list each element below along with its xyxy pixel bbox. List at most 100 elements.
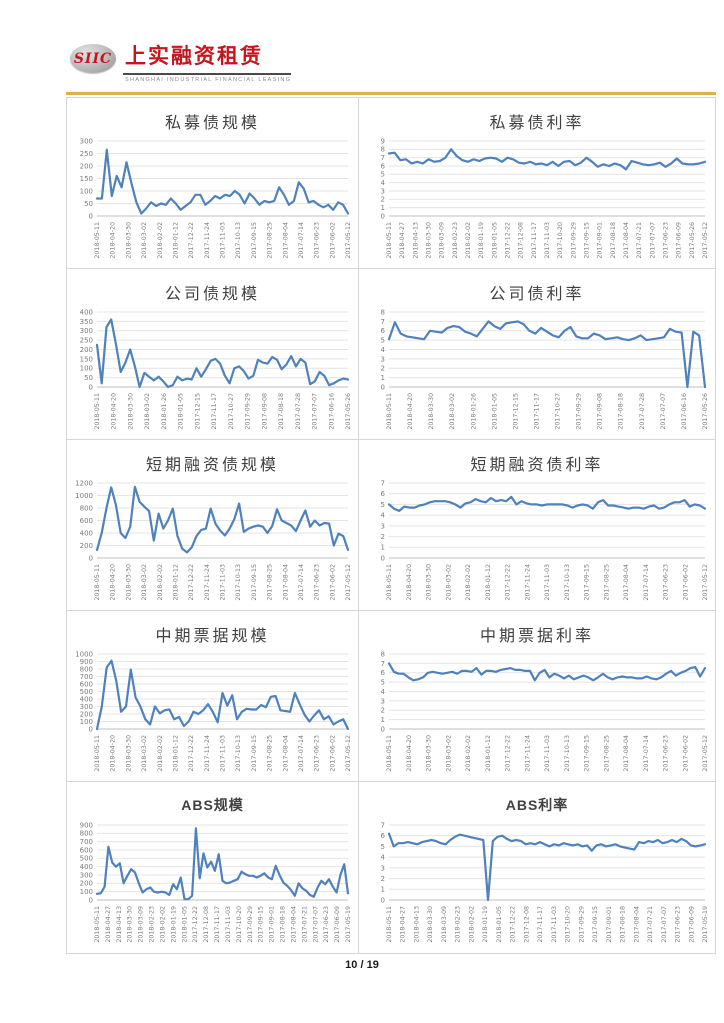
chart-title: 短期融资债规模 — [145, 455, 279, 474]
svg-text:2017-09-08: 2017-09-08 — [261, 393, 268, 430]
svg-text:2018-04-20: 2018-04-20 — [111, 393, 118, 430]
svg-text:2018-05-11: 2018-05-11 — [94, 393, 101, 430]
svg-text:2017-11-24: 2017-11-24 — [204, 222, 211, 259]
chart-title: 私募债规模 — [164, 113, 260, 132]
chart-abs-scale: ABS规模 0 100 200 300 400 500 600 700 800 900 2018-0… — [67, 782, 359, 953]
svg-text:2018-01-26: 2018-01-26 — [470, 393, 477, 430]
svg-text:2017-08-25: 2017-08-25 — [603, 564, 610, 601]
svg-text:2018-01-12: 2018-01-12 — [172, 735, 179, 772]
svg-text:2017-11-17: 2017-11-17 — [537, 906, 544, 943]
svg-text:1000: 1000 — [75, 492, 93, 500]
svg-text:2017-06-23: 2017-06-23 — [663, 564, 670, 601]
svg-text:0: 0 — [89, 383, 93, 391]
svg-text:1: 1 — [381, 374, 385, 382]
svg-text:2018-03-02: 2018-03-02 — [449, 393, 456, 430]
svg-text:2017-09-15: 2017-09-15 — [251, 222, 258, 259]
svg-text:500: 500 — [80, 688, 93, 696]
svg-text:2017-05-12: 2017-05-12 — [702, 564, 709, 601]
svg-text:2018-04-20: 2018-04-20 — [110, 735, 117, 772]
svg-text:2017-10-13: 2017-10-13 — [235, 222, 242, 259]
svg-text:2017-11-03: 2017-11-03 — [544, 564, 551, 601]
svg-text:2018-05-11: 2018-05-11 — [386, 222, 393, 259]
svg-text:0: 0 — [381, 212, 385, 220]
svg-text:2018-03-30: 2018-03-30 — [125, 735, 132, 772]
svg-text:2017-08-04: 2017-08-04 — [290, 906, 297, 943]
svg-text:2017-10-20: 2017-10-20 — [557, 222, 564, 259]
svg-text:2017-12-15: 2017-12-15 — [512, 393, 519, 430]
chart-corporate-bond-scale: 公司债规模 0 50 100 150 200 250 300 350 400 2018-05-11… — [67, 269, 359, 440]
svg-text:2017-06-02: 2017-06-02 — [329, 735, 336, 772]
svg-text:2017-05-12: 2017-05-12 — [702, 222, 709, 259]
chart-corporate-bond-rate: 公司债利率 0 1 2 3 4 5 6 7 8 2018-05-11 2018-04-20 2018-… — [359, 269, 715, 440]
svg-text:2018-03-30: 2018-03-30 — [125, 222, 132, 259]
svg-text:2018-03-30: 2018-03-30 — [127, 393, 134, 430]
svg-text:2017-08-04: 2017-08-04 — [282, 735, 289, 772]
svg-text:2017-11-17: 2017-11-17 — [533, 393, 540, 430]
svg-text:2018-04-20: 2018-04-20 — [110, 564, 117, 601]
svg-text:2017-09-29: 2017-09-29 — [576, 393, 583, 430]
svg-text:2017-09-29: 2017-09-29 — [245, 393, 252, 430]
svg-text:1200: 1200 — [75, 479, 93, 487]
svg-text:2017-12-22: 2017-12-22 — [505, 735, 512, 772]
page-header: SIIC 上实融资租赁 SHANGHAI INDUSTRIAL FINANCIA… — [0, 0, 724, 83]
svg-text:2018-03-30: 2018-03-30 — [428, 393, 435, 430]
svg-text:2017-06-23: 2017-06-23 — [314, 735, 321, 772]
svg-text:2017-11-17: 2017-11-17 — [214, 906, 221, 943]
svg-text:2017-09-01: 2017-09-01 — [606, 906, 613, 943]
svg-text:2017-08-04: 2017-08-04 — [282, 564, 289, 601]
svg-text:2018-04-27: 2018-04-27 — [399, 222, 406, 259]
svg-text:2017-11-03: 2017-11-03 — [551, 906, 558, 943]
line-chart-short-term-bond-rate: 0 1 2 3 4 5 6 7 2018-05-11 2018-04-20 2018-03-30 20… — [381, 479, 709, 601]
svg-text:6: 6 — [381, 162, 386, 170]
svg-text:2017-11-24: 2017-11-24 — [524, 735, 531, 772]
svg-text:0: 0 — [381, 725, 385, 733]
svg-text:0: 0 — [381, 383, 385, 391]
svg-text:400: 400 — [80, 529, 93, 537]
svg-text:2018-04-20: 2018-04-20 — [407, 393, 414, 430]
svg-text:2018-01-19: 2018-01-19 — [170, 906, 177, 943]
svg-text:2017-09-01: 2017-09-01 — [597, 222, 604, 259]
svg-text:2017-07-21: 2017-07-21 — [301, 906, 308, 943]
svg-text:3: 3 — [381, 355, 385, 363]
svg-text:600: 600 — [80, 517, 93, 525]
svg-text:2017-09-15: 2017-09-15 — [584, 564, 591, 601]
svg-text:300: 300 — [80, 871, 93, 879]
brand-block: 上实融资租赁 SHANGHAI INDUSTRIAL FINANCIAL LEA… — [123, 38, 292, 83]
svg-text:2018-05-11: 2018-05-11 — [386, 906, 393, 943]
svg-text:4: 4 — [381, 346, 386, 354]
siic-logo-text: SIIC — [73, 50, 113, 67]
svg-text:2: 2 — [381, 365, 385, 373]
svg-text:2018-01-12: 2018-01-12 — [485, 564, 492, 601]
siic-logo-icon: SIIC — [70, 44, 116, 73]
svg-text:300: 300 — [80, 703, 93, 711]
svg-text:350: 350 — [80, 318, 93, 326]
svg-text:2018-03-30: 2018-03-30 — [426, 222, 433, 259]
brand-subtitle: SHANGHAI INDUSTRIAL FINANCIAL LEASING — [125, 77, 292, 83]
svg-text:2017-09-08: 2017-09-08 — [597, 393, 604, 430]
svg-text:7: 7 — [381, 660, 385, 668]
svg-text:2018-04-27: 2018-04-27 — [105, 906, 112, 943]
svg-text:2018-03-30: 2018-03-30 — [427, 906, 434, 943]
svg-text:2018-04-20: 2018-04-20 — [110, 222, 117, 259]
svg-text:200: 200 — [80, 710, 93, 718]
svg-text:900: 900 — [80, 821, 93, 829]
svg-text:100: 100 — [80, 888, 93, 896]
svg-text:0: 0 — [381, 554, 385, 562]
svg-text:400: 400 — [80, 308, 93, 316]
svg-text:2018-04-13: 2018-04-13 — [412, 222, 419, 259]
svg-text:100: 100 — [80, 718, 93, 726]
svg-text:2017-12-22: 2017-12-22 — [192, 906, 199, 943]
svg-text:7: 7 — [381, 154, 385, 162]
chart-title: 中期票据利率 — [479, 626, 594, 645]
chart-short-term-bond-rate: 短期融资债利率 0 1 2 3 4 5 6 7 2018-05-11 2018-04-20 2018… — [359, 440, 715, 611]
svg-text:2017-07-14: 2017-07-14 — [298, 735, 305, 772]
svg-text:2018-02-23: 2018-02-23 — [452, 222, 459, 259]
svg-text:2017-07-21: 2017-07-21 — [636, 222, 643, 259]
svg-text:150: 150 — [80, 355, 93, 363]
svg-text:2017-09-01: 2017-09-01 — [269, 906, 276, 943]
svg-text:2017-06-23: 2017-06-23 — [663, 222, 670, 259]
svg-text:7: 7 — [381, 479, 385, 487]
svg-text:2017-12-22: 2017-12-22 — [505, 564, 512, 601]
svg-text:300: 300 — [80, 327, 93, 335]
